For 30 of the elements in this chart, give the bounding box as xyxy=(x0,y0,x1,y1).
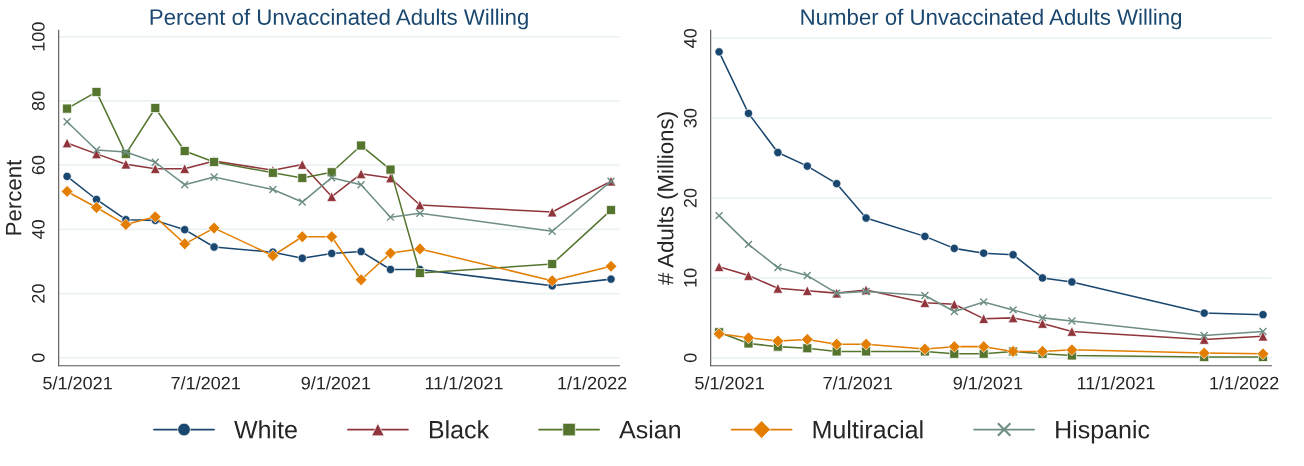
x-tick-label: 5/1/2021 xyxy=(43,376,112,390)
legend-label: Hispanic xyxy=(1056,420,1150,444)
y-tick-label: 100 xyxy=(31,22,45,51)
legend-label: Multiracial xyxy=(813,420,923,439)
x-tick-label: 1/1/2022 xyxy=(1210,376,1279,390)
x-tick-label: 5/1/2021 xyxy=(695,376,764,390)
y-tick-label: 30 xyxy=(683,108,697,128)
x-tick-label: 9/1/2021 xyxy=(953,376,1023,390)
chart-title: Number of Unvaccinated Adults Willing xyxy=(801,8,1182,30)
y-tick-label: 60 xyxy=(31,155,45,175)
y-tick-label: 0 xyxy=(31,353,45,363)
y-tick-label: 20 xyxy=(683,188,697,208)
y-tick-label: 20 xyxy=(31,284,45,303)
x-tick-label: 11/1/2021 xyxy=(1077,376,1155,390)
y-axis-title: # Adults (Millions) xyxy=(657,112,678,286)
y-tick-label: 40 xyxy=(683,28,697,48)
y-tick-label: 10 xyxy=(683,268,697,287)
y-tick-label: 80 xyxy=(31,91,45,111)
x-tick-label: 1/1/2022 xyxy=(558,376,627,390)
legend-label: White xyxy=(234,420,297,439)
y-tick-label: 40 xyxy=(31,220,45,239)
y-tick-label: 0 xyxy=(683,353,697,363)
legend-label: Asian xyxy=(619,420,680,439)
chart-title: Percent of Unvaccinated Adults Willing xyxy=(150,8,528,30)
legend-label: Black xyxy=(429,420,490,439)
x-tick-label: 7/1/2021 xyxy=(823,376,892,390)
x-tick-label: 11/1/2021 xyxy=(425,376,503,390)
x-tick-label: 7/1/2021 xyxy=(171,376,240,390)
y-axis-title: Percent xyxy=(5,159,22,235)
x-tick-label: 9/1/2021 xyxy=(301,376,371,390)
